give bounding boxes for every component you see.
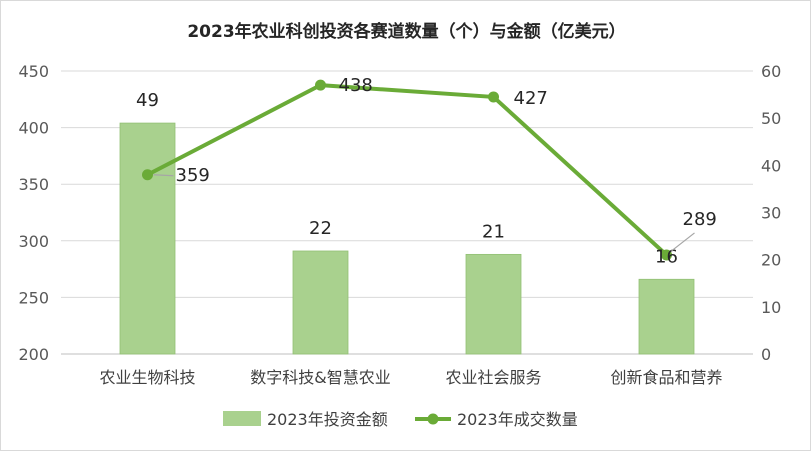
category-label: 创新食品和营养 <box>610 368 722 387</box>
right-axis-tick-label: 50 <box>761 109 781 128</box>
line-point <box>661 249 672 261</box>
legend: 2023年投资金额 2023年成交数量 <box>223 410 578 429</box>
legend-line-marker <box>427 413 439 425</box>
leader-line <box>153 174 174 177</box>
bar <box>119 122 176 355</box>
left-axis-tick-label: 200 <box>18 345 49 364</box>
line-point <box>488 91 499 103</box>
line-data-label: 427 <box>514 88 548 109</box>
right-axis-tick-label: 0 <box>761 345 771 364</box>
category-label: 农业社会服务 <box>445 368 541 387</box>
leader-line <box>671 232 695 252</box>
chart-title: 2023年农业科创投资各赛道数量（个）与金额（亿美元） <box>187 22 626 42</box>
line-data-label: 438 <box>339 75 373 96</box>
line-data-label: 359 <box>176 165 210 186</box>
left-axis-tick-label: 250 <box>18 288 49 307</box>
line-series <box>142 79 672 261</box>
bar <box>292 250 349 355</box>
bar <box>465 253 522 355</box>
legend-bar-swatch <box>223 411 261 426</box>
right-axis-tick-label: 30 <box>761 204 781 223</box>
bar-data-label: 22 <box>309 218 332 239</box>
line-data-label: 289 <box>683 209 717 230</box>
category-label: 农业生物科技 <box>99 368 195 387</box>
left-axis-tick-label: 300 <box>18 232 49 251</box>
bar-data-label: 21 <box>482 221 505 242</box>
category-label: 数字科技&智慧农业 <box>250 368 390 387</box>
data-labels: 49 22 21 16 359 438 427 289 <box>136 75 717 267</box>
bar <box>638 278 695 355</box>
bar-series <box>119 122 695 355</box>
left-axis-tick-label: 400 <box>18 119 49 138</box>
bar-data-label: 49 <box>136 90 159 111</box>
line-point <box>142 169 153 181</box>
legend-line-label: 2023年成交数量 <box>457 410 578 429</box>
line-point <box>315 79 326 91</box>
right-axis-tick-label: 20 <box>761 251 781 270</box>
legend-bar-label: 2023年投资金额 <box>267 410 388 429</box>
line-path <box>146 83 668 257</box>
right-axis-tick-label: 10 <box>761 298 781 317</box>
left-axis-tick-label: 350 <box>18 175 49 194</box>
left-axis-ticks: 200 250 300 350 400 450 <box>18 62 49 364</box>
right-axis-ticks: 0 10 20 30 40 50 60 <box>761 62 781 364</box>
left-axis-tick-label: 450 <box>18 62 49 81</box>
right-axis-tick-label: 40 <box>761 156 781 175</box>
category-labels: 农业生物科技 数字科技&智慧农业 农业社会服务 创新食品和营养 <box>99 368 722 387</box>
bar-data-label: 16 <box>655 246 678 267</box>
right-axis-tick-label: 60 <box>761 62 781 81</box>
gridlines <box>61 70 753 355</box>
